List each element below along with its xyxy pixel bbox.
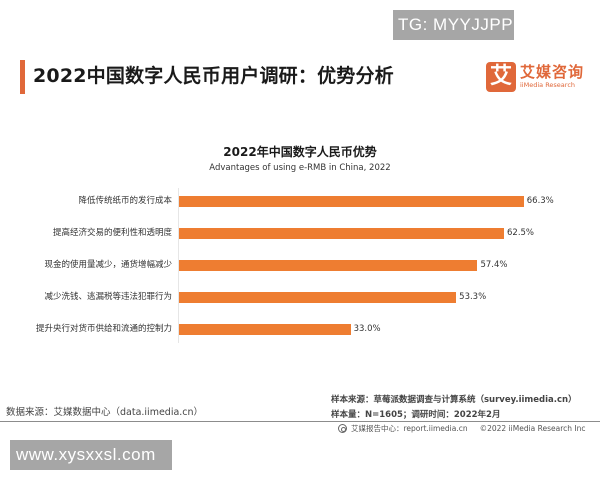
bar-category-label: 提高经济交易的便利性和透明度 (52, 228, 172, 238)
imedia-logo: 艾 艾媒咨询 iiMedia Research (486, 62, 584, 92)
bar-value-label: 62.5% (507, 228, 535, 238)
chart-subtitle: Advantages of using e-RMB in China, 2022 (209, 163, 391, 173)
bar (179, 259, 478, 271)
bar (179, 195, 524, 207)
bar-value-label: 66.3% (526, 196, 554, 206)
sample-size: 样本量：N=1605；调研时间：2022年2月 (331, 410, 501, 420)
bar (179, 291, 457, 303)
title-accent-bar (20, 60, 25, 94)
logo-mark-icon: 艾 (486, 62, 516, 92)
bar-category-label: 现金的使用量减少，通货增幅减少 (44, 260, 172, 270)
bar-category-label: 降低传统纸币的发行成本 (78, 196, 172, 206)
bar-row: 提高经济交易的便利性和透明度 62.5% (0, 226, 600, 240)
data-source: 数据来源：艾媒数据中心（data.iimedia.cn） (6, 407, 204, 418)
watermark-top: TG: MYYJJPP (393, 10, 514, 40)
footer-bar: 艾媒报告中心：report.iimedia.cn ©2022 iiMedia R… (338, 423, 586, 434)
watermark-bottom: www.xysxxsl.com (10, 440, 172, 470)
report-center-icon (338, 424, 347, 433)
copyright: ©2022 iiMedia Research Inc (479, 424, 586, 433)
bar-row: 减少洗钱、逃漏税等违法犯罪行为 53.3% (0, 290, 600, 304)
logo-name-cn: 艾媒咨询 (520, 63, 585, 81)
bar-category-label: 提升央行对货币供给和流通的控制力 (35, 324, 172, 334)
page-title: 2022中国数字人民币用户调研：优势分析 (33, 65, 394, 87)
bar-row: 提升央行对货币供给和流通的控制力 33.0% (0, 322, 600, 336)
chart-title: 2022年中国数字人民币优势 (223, 145, 377, 159)
y-axis-line (178, 188, 179, 343)
report-center-link: 艾媒报告中心：report.iimedia.cn (351, 424, 468, 433)
bar-value-label: 53.3% (459, 292, 487, 302)
logo-text: 艾媒咨询 iiMedia Research (520, 64, 584, 90)
bar-category-label: 减少洗钱、逃漏税等违法犯罪行为 (44, 292, 172, 302)
footer-divider (0, 421, 600, 422)
bar-row: 降低传统纸币的发行成本 66.3% (0, 194, 600, 208)
logo-name-en: iiMedia Research (520, 81, 576, 89)
bar-value-label: 57.4% (480, 260, 508, 270)
bar-value-label: 33.0% (353, 324, 381, 334)
bar (179, 323, 351, 335)
sample-source: 样本来源：草莓派数据调查与计算系统（survey.iimedia.cn） (331, 395, 577, 405)
bar (179, 227, 504, 239)
bar-row: 现金的使用量减少，通货增幅减少 57.4% (0, 258, 600, 272)
